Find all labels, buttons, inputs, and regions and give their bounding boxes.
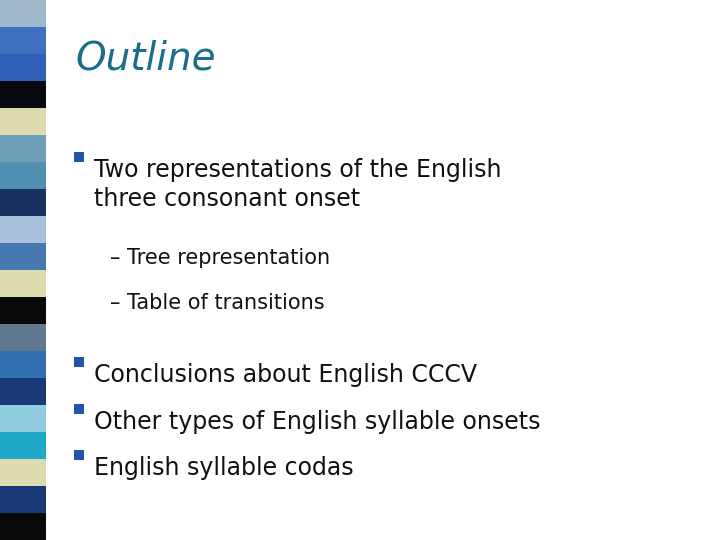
Text: – Table of transitions: – Table of transitions [110, 293, 325, 313]
Bar [0, 243, 46, 270]
Bar [0, 405, 46, 432]
Bar [0, 189, 46, 216]
Bar [0, 459, 46, 486]
Bar [74, 403, 84, 414]
Bar [0, 513, 46, 540]
Bar [0, 81, 46, 108]
Bar [74, 449, 84, 460]
Bar [0, 432, 46, 459]
Bar [0, 0, 46, 27]
Bar [0, 108, 46, 135]
Text: Other types of English syllable onsets: Other types of English syllable onsets [94, 410, 541, 434]
Text: – Tree representation: – Tree representation [110, 248, 330, 268]
Bar [0, 378, 46, 405]
Bar [0, 351, 46, 378]
Bar [0, 135, 46, 162]
Text: Outline: Outline [75, 40, 215, 78]
Bar [0, 324, 46, 351]
Bar [0, 270, 46, 297]
Bar [74, 152, 84, 161]
Bar [0, 27, 46, 54]
Text: Conclusions about English CCCV: Conclusions about English CCCV [94, 363, 477, 387]
Bar [0, 162, 46, 189]
Text: English syllable codas: English syllable codas [94, 456, 354, 480]
Bar [0, 54, 46, 81]
Text: Two representations of the English
three consonant onset: Two representations of the English three… [94, 158, 502, 211]
Bar [0, 216, 46, 243]
Bar [0, 486, 46, 513]
Bar [0, 297, 46, 324]
Bar [74, 356, 84, 367]
